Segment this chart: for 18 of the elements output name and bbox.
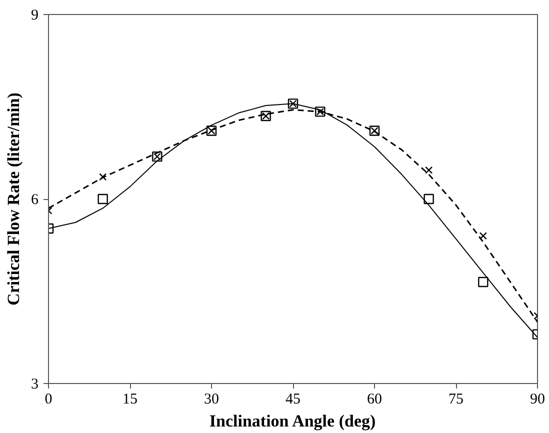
y-tick-label: 6 [31, 192, 39, 208]
point [98, 194, 108, 204]
point [99, 173, 107, 181]
x-tick-label: 90 [530, 392, 545, 408]
y-tick-label: 3 [31, 376, 38, 392]
x-tick-label: 15 [122, 392, 138, 408]
point [479, 232, 487, 240]
point [425, 166, 433, 174]
y-axis-title: Critical Flow Rate (liter/min) [4, 92, 23, 306]
point [478, 276, 488, 288]
x-tick-label: 75 [448, 392, 464, 408]
x-tick-label: 60 [367, 392, 382, 408]
x-tick-label: 30 [204, 392, 219, 408]
point [424, 194, 434, 204]
y-tick-label: 9 [31, 8, 38, 24]
x-tick-label: 45 [286, 392, 300, 408]
x-axis-title: Inclination Angle (deg) [209, 412, 376, 430]
x-tick-label: 0 [44, 392, 52, 408]
